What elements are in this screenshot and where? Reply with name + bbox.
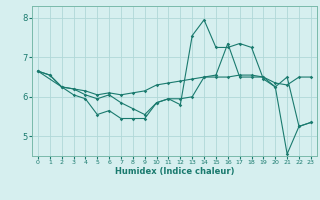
X-axis label: Humidex (Indice chaleur): Humidex (Indice chaleur) bbox=[115, 167, 234, 176]
